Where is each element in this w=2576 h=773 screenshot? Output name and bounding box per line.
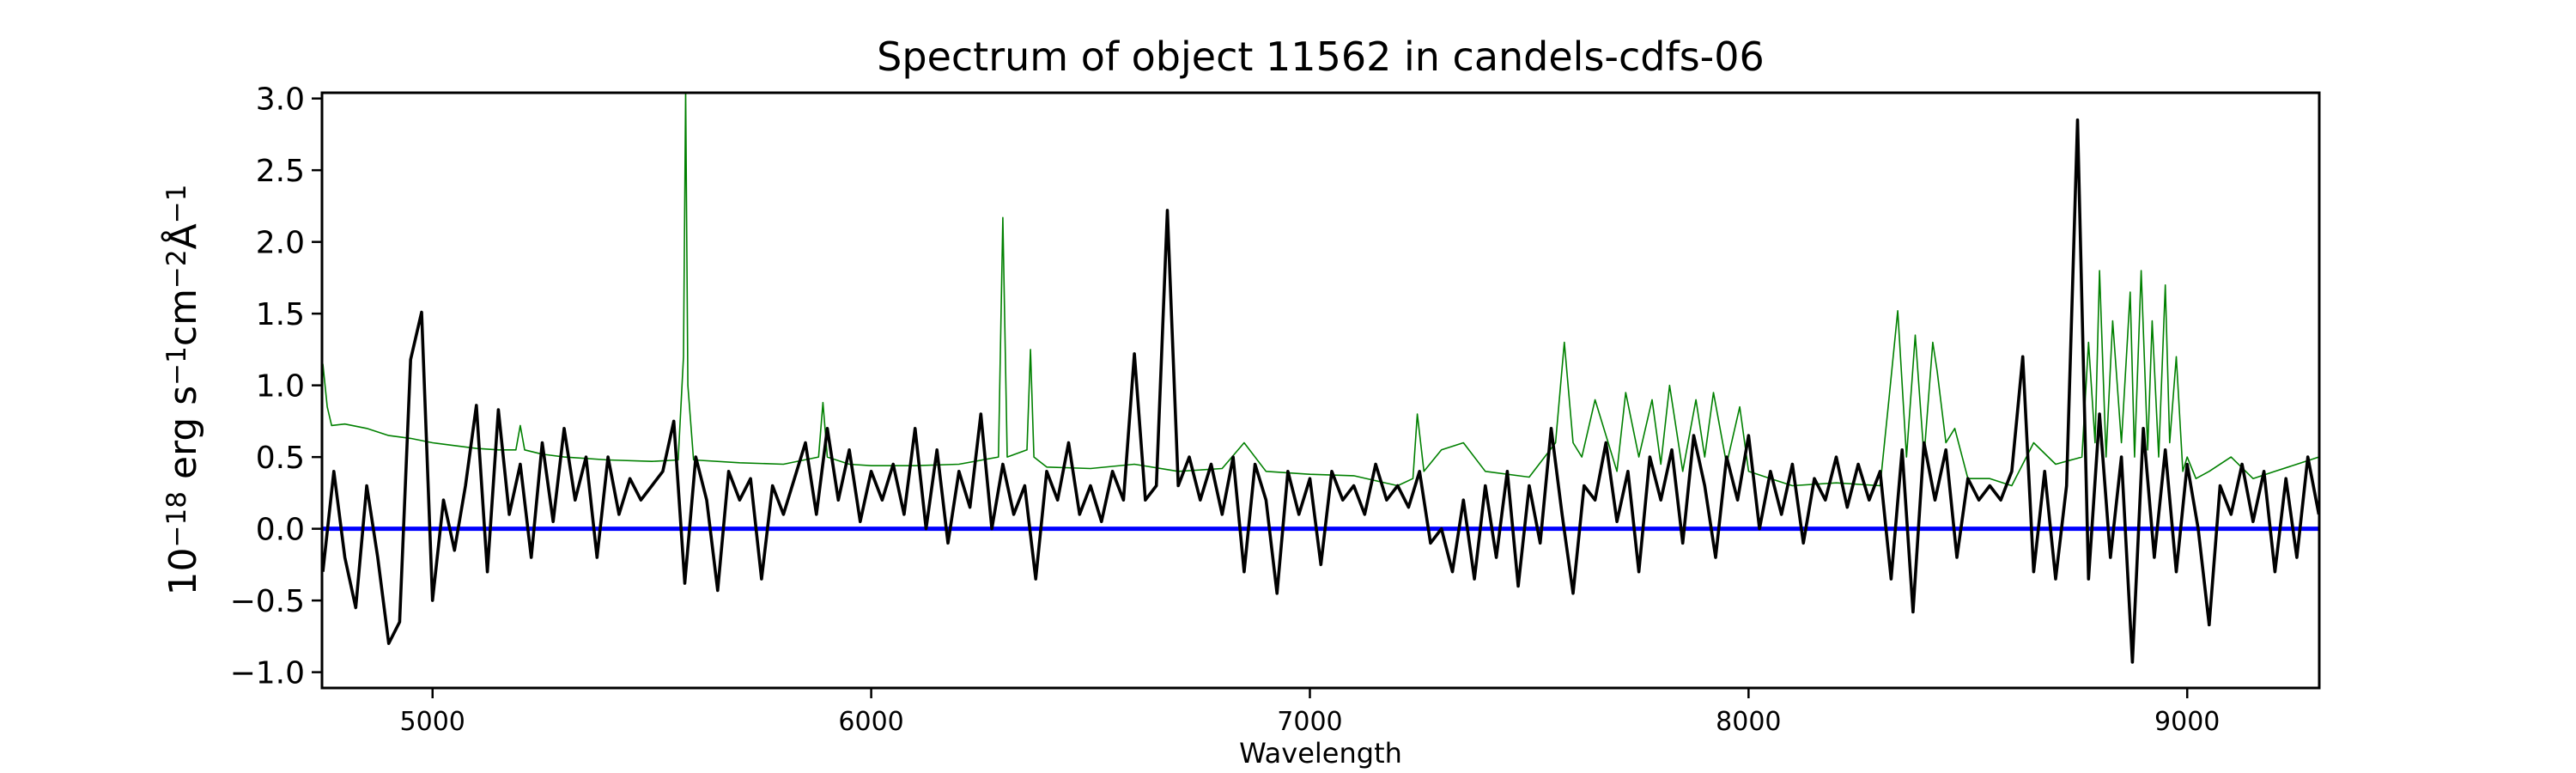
x-axis: 5000 6000 7000 8000 9000 bbox=[400, 688, 2220, 737]
y-tick-label: 0.0 bbox=[256, 513, 305, 548]
x-tick-label: 8000 bbox=[1716, 707, 1781, 737]
y-tick-label: 2.0 bbox=[256, 226, 305, 261]
y-tick-label: 1.5 bbox=[256, 297, 305, 332]
series-line-flux bbox=[322, 118, 2319, 664]
y-label-text: 10 bbox=[161, 547, 205, 595]
y-tick-label: 1.0 bbox=[256, 369, 305, 405]
x-tick-label: 6000 bbox=[838, 707, 903, 737]
y-tick-label: 0.5 bbox=[256, 441, 305, 476]
y-axis-label: 10−18 erg s−1cm−2Å−1 bbox=[160, 185, 205, 596]
y-label-exponent: −1 bbox=[161, 185, 192, 224]
y-label-exponent: −2 bbox=[161, 249, 192, 289]
chart-title: Spectrum of object 11562 in candels-cdfs… bbox=[877, 33, 1765, 80]
plot-area bbox=[320, 91, 2321, 690]
y-label-text: Å bbox=[160, 223, 205, 249]
y-tick-label: 2.5 bbox=[256, 154, 305, 189]
y-label-text: cm bbox=[161, 289, 205, 346]
y-label-text: erg s bbox=[161, 386, 205, 491]
plot-frame bbox=[320, 91, 2321, 690]
y-tick-label: 3.0 bbox=[256, 82, 305, 118]
x-tick-label: 7000 bbox=[1277, 707, 1342, 737]
series-line-green bbox=[322, 93, 2319, 487]
x-tick-label: 5000 bbox=[400, 707, 465, 737]
y-label-exponent: −18 bbox=[161, 491, 192, 547]
y-tick-label: −1.0 bbox=[230, 656, 305, 691]
y-label-exponent: −1 bbox=[161, 346, 192, 386]
y-axis: −1.0 −0.5 0.0 0.5 1.0 1.5 2.0 2.5 3.0 bbox=[230, 82, 322, 691]
y-tick-label: −0.5 bbox=[230, 584, 305, 619]
x-tick-label: 9000 bbox=[2154, 707, 2220, 737]
x-axis-label: Wavelength bbox=[1239, 737, 1402, 770]
